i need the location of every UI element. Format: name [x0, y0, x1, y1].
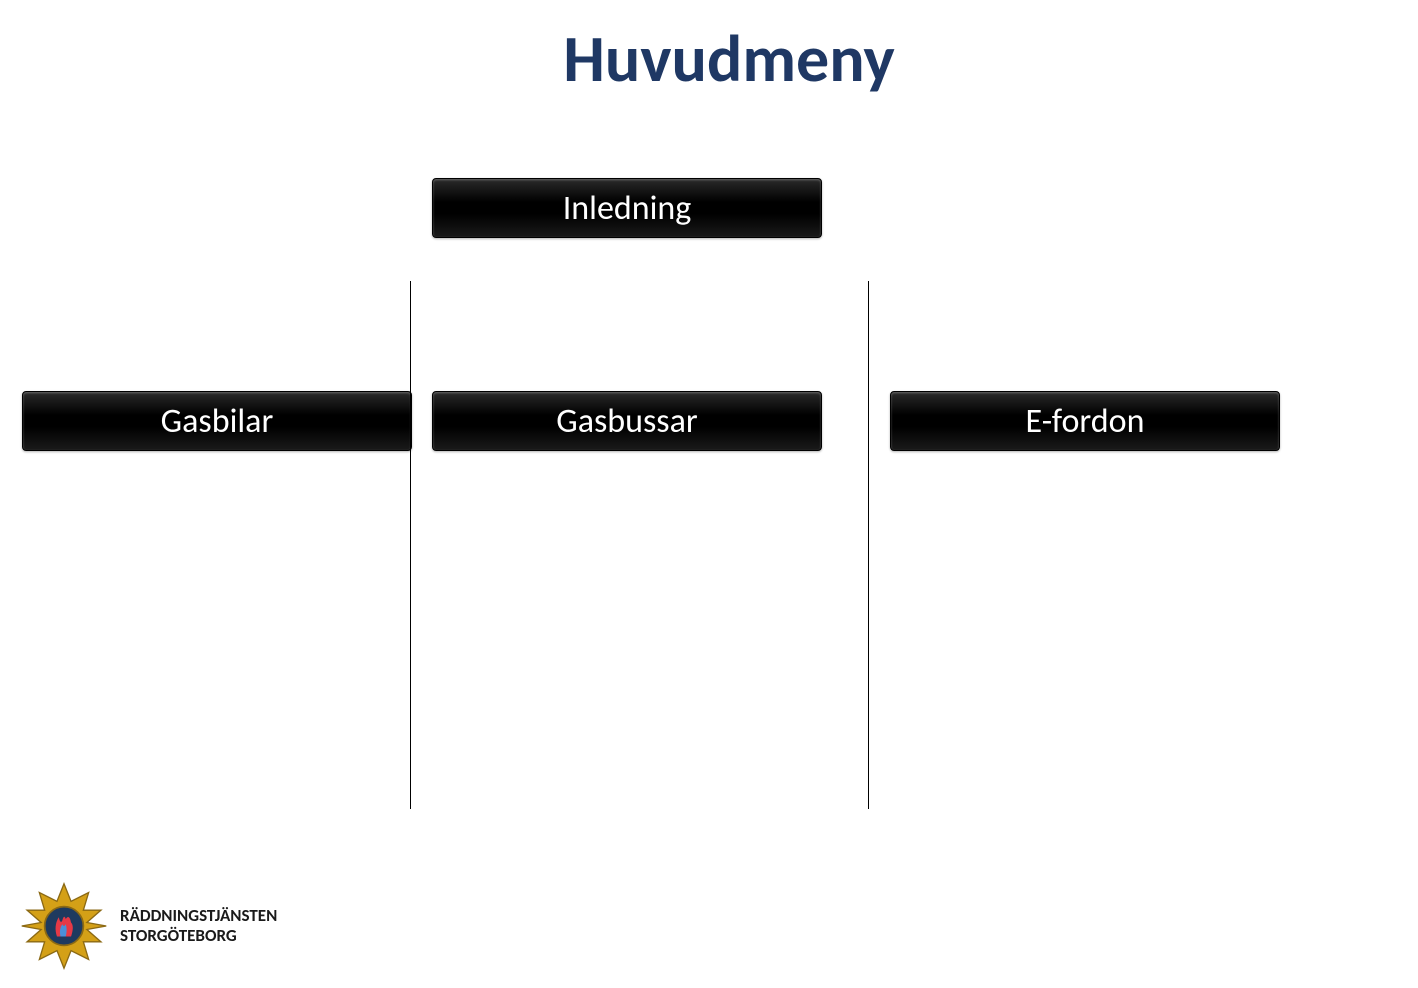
gasbilar-button[interactable]: Gasbilar [22, 391, 412, 451]
organization-name: RÄDDNINGSTJÄNSTEN STORGÖTEBORG [120, 906, 277, 945]
footer-logo: RÄDDNINGSTJÄNSTEN STORGÖTEBORG [20, 882, 277, 970]
organization-name-line2: STORGÖTEBORG [120, 926, 277, 946]
column-divider-right [868, 281, 869, 809]
organization-name-line1: RÄDDNINGSTJÄNSTEN [120, 906, 277, 926]
inledning-button[interactable]: Inledning [432, 178, 822, 238]
gasbussar-button[interactable]: Gasbussar [432, 391, 822, 451]
page-title: Huvudmeny [0, 18, 1418, 99]
organization-badge-icon [20, 882, 108, 970]
efordon-button[interactable]: E-fordon [890, 391, 1280, 451]
column-divider-left [410, 281, 411, 809]
